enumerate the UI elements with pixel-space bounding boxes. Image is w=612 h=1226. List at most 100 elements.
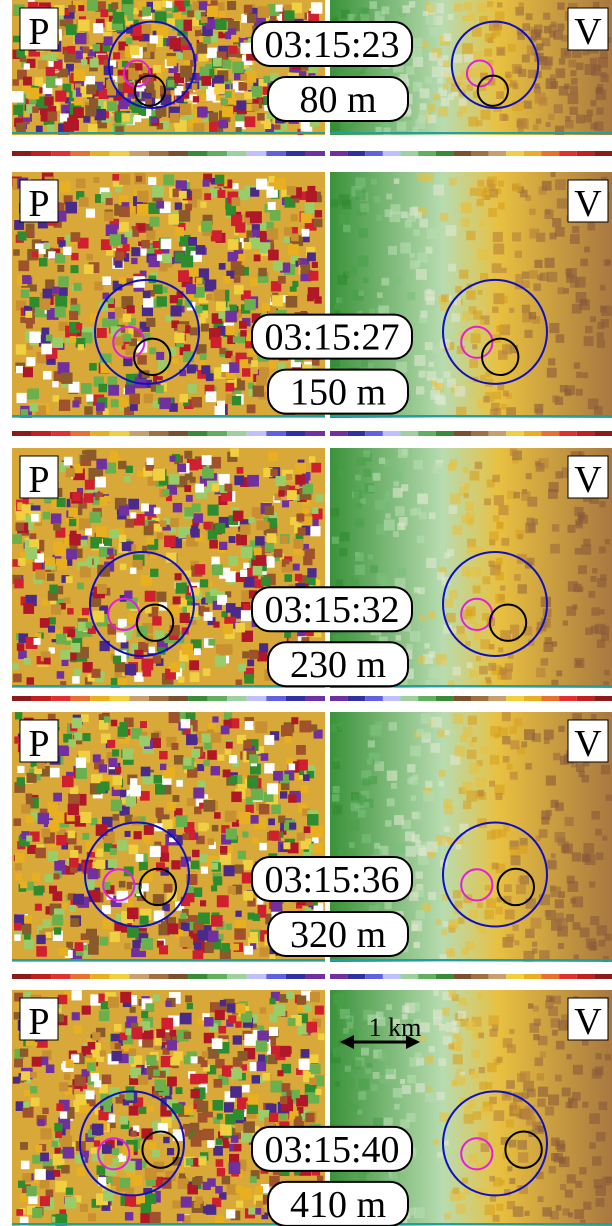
v-pixel xyxy=(487,831,496,840)
v-pixel xyxy=(514,940,519,945)
color-bar-segment xyxy=(330,974,348,979)
p-pixel xyxy=(22,275,31,284)
v-pixel xyxy=(568,60,576,68)
p-pixel xyxy=(191,1056,198,1063)
v-pixel xyxy=(535,33,540,38)
v-pixel xyxy=(455,386,466,397)
p-pixel xyxy=(225,1114,235,1124)
p-pixel xyxy=(240,43,251,54)
v-pixel xyxy=(535,83,540,88)
color-bar-segment xyxy=(266,151,286,156)
p-pixel xyxy=(208,1205,216,1213)
p-pixel xyxy=(81,59,87,65)
p-pixel xyxy=(99,1010,110,1021)
p-pixel xyxy=(219,542,227,550)
p-pixel xyxy=(234,1144,241,1151)
p-pixel xyxy=(313,843,323,853)
p-pixel xyxy=(284,237,290,243)
p-pixel xyxy=(172,358,178,364)
p-pixel xyxy=(184,1105,194,1115)
v-pixel xyxy=(548,114,554,120)
p-pixel xyxy=(46,67,55,76)
p-pixel xyxy=(82,662,92,672)
v-pixel xyxy=(526,13,533,20)
v-pixel xyxy=(555,227,565,237)
p-pixel xyxy=(314,219,323,228)
v-pixel xyxy=(335,1081,340,1086)
p-pixel xyxy=(125,815,133,823)
color-bar-segment xyxy=(418,431,436,436)
p-pixel xyxy=(184,0,190,6)
p-pixel xyxy=(231,1135,239,1143)
p-pixel xyxy=(54,873,60,879)
p-pixel xyxy=(100,497,109,506)
v-pixel xyxy=(590,100,596,106)
v-pixel xyxy=(368,554,373,559)
v-pixel xyxy=(503,391,509,397)
p-pixel xyxy=(106,198,113,205)
v-pixel xyxy=(487,176,496,185)
color-bar-segment xyxy=(51,696,71,701)
color-bar-segment xyxy=(453,974,471,979)
p-pixel xyxy=(121,642,129,650)
p-pixel xyxy=(24,63,30,69)
p-pixel xyxy=(72,493,80,501)
p-pixel xyxy=(211,337,222,348)
p-pixel xyxy=(130,512,136,518)
v-pixel xyxy=(457,111,462,116)
p-pixel xyxy=(100,1050,106,1056)
v-pixel xyxy=(394,815,404,825)
v-pixel xyxy=(478,249,489,260)
p-pixel xyxy=(306,191,317,202)
p-pixel xyxy=(139,736,150,747)
v-pixel xyxy=(549,323,559,333)
p-pixel xyxy=(206,373,214,381)
p-pixel xyxy=(297,1024,307,1034)
v-pixel xyxy=(330,199,338,207)
v-pixel xyxy=(467,539,476,548)
p-pixel xyxy=(181,255,193,267)
p-pixel xyxy=(297,995,306,1004)
p-pixel xyxy=(148,177,156,185)
v-pixel xyxy=(524,101,532,109)
p-pixel xyxy=(52,337,63,348)
p-pixel xyxy=(157,296,167,306)
v-pixel xyxy=(470,670,478,678)
p-pixel xyxy=(16,522,24,530)
p-pixel xyxy=(255,536,264,545)
p-pixel xyxy=(141,767,151,777)
v-pixel xyxy=(350,578,359,587)
p-pixel xyxy=(249,650,258,659)
p-pixel xyxy=(224,865,235,876)
p-pixel xyxy=(104,211,114,221)
v-pixel xyxy=(448,264,456,272)
p-pixel xyxy=(274,549,283,558)
v-pixel xyxy=(529,229,539,239)
p-pixel xyxy=(143,52,150,59)
p-pixel xyxy=(238,851,246,859)
v-pixel xyxy=(556,68,566,78)
color-bar-segment xyxy=(71,974,91,979)
p-pixel xyxy=(43,512,51,520)
v-pixel xyxy=(414,587,420,593)
p-pixel xyxy=(226,603,236,613)
p-pixel xyxy=(194,648,201,655)
p-pixel xyxy=(142,7,151,16)
v-pixel xyxy=(582,372,588,378)
p-pixel xyxy=(71,232,81,242)
v-pixel xyxy=(557,198,567,208)
v-pixel xyxy=(419,848,428,857)
p-pixel xyxy=(185,893,194,902)
color-bar-segment xyxy=(129,696,149,701)
p-pixel xyxy=(227,1003,236,1012)
v-pixel xyxy=(575,1181,582,1188)
v-pixel xyxy=(591,123,598,130)
v-pixel xyxy=(413,812,421,820)
p-pixel xyxy=(46,1064,55,1073)
p-pixel xyxy=(225,326,234,335)
v-pixel xyxy=(518,876,525,883)
v-pixel xyxy=(435,919,440,924)
p-pixel xyxy=(251,360,258,367)
p-pixel xyxy=(226,383,235,392)
v-pixel xyxy=(599,546,606,553)
